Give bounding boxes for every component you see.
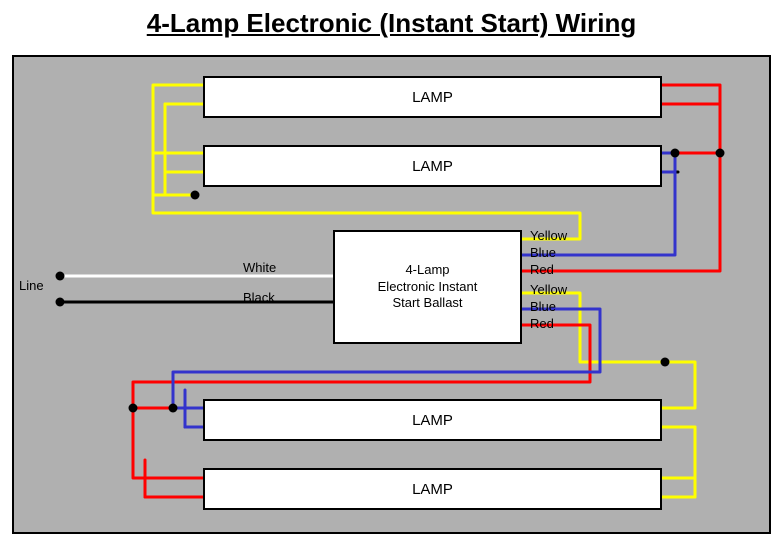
wire-label-red: Red — [530, 262, 554, 277]
wire-label-blue: Blue — [530, 299, 556, 314]
lamp-2: LAMP — [203, 145, 662, 187]
wire-label-yellow: Yellow — [530, 228, 567, 243]
lamp-3: LAMP — [203, 399, 662, 441]
lamp-4: LAMP — [203, 468, 662, 510]
wire-label-line: Line — [19, 278, 44, 293]
ballast: 4-LampElectronic InstantStart Ballast — [333, 230, 522, 344]
wire-label-yellow: Yellow — [530, 282, 567, 297]
wire-label-red: Red — [530, 316, 554, 331]
wire-label-white: White — [243, 260, 276, 275]
wire-label-black: Black — [243, 290, 275, 305]
wire-label-blue: Blue — [530, 245, 556, 260]
wiring-diagram-container: 4-Lamp Electronic (Instant Start) Wiring… — [0, 0, 783, 541]
lamp-1: LAMP — [203, 76, 662, 118]
